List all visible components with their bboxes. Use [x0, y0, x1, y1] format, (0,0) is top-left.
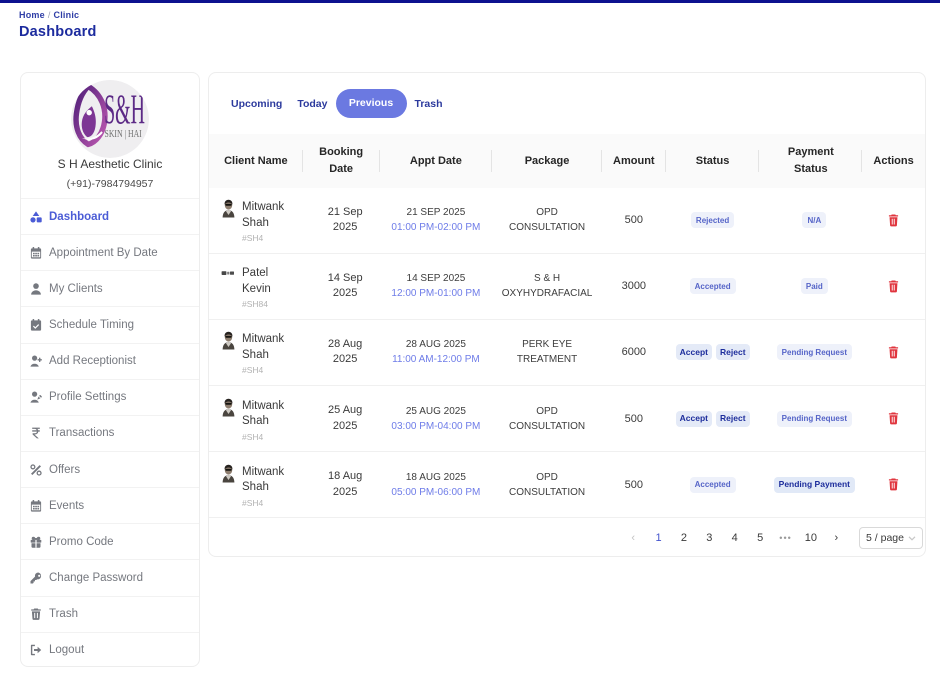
- svg-text:SKIN | HAI: SKIN | HAI: [105, 129, 143, 140]
- svg-text:S&H: S&H: [104, 87, 145, 134]
